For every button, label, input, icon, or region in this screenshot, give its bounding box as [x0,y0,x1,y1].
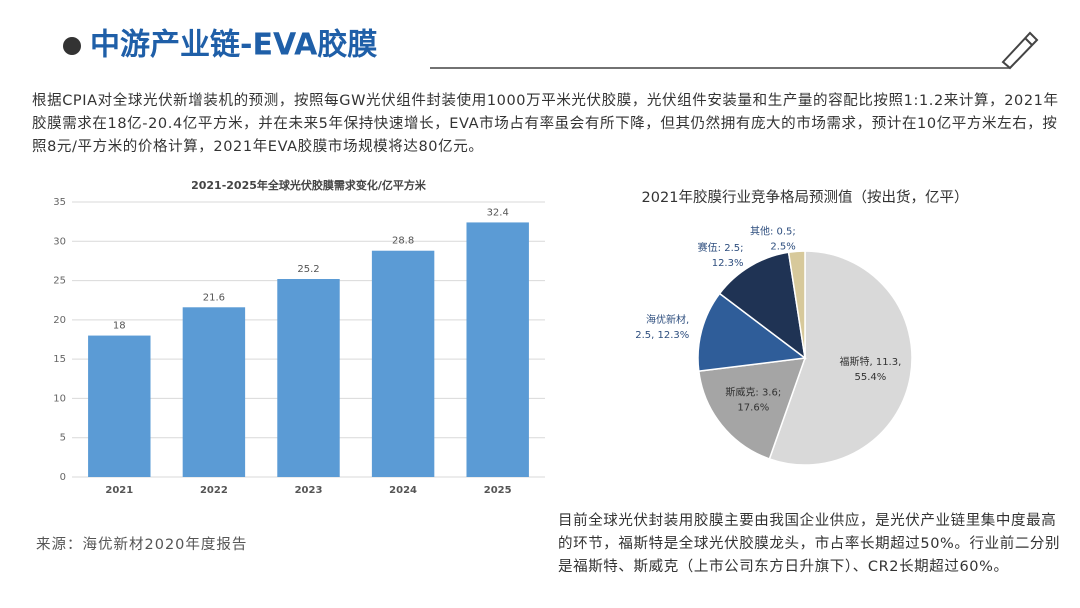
intro-text: 根据CPIA对全球光伏新增装机的预测，按照每GW光伏组件封装使用1000万平米光… [32,93,1059,155]
value-label: 28.8 [392,236,414,247]
slice-label: 斯威克: 3.6; [725,386,781,399]
slice-label: 其他: 0.5; [750,225,796,238]
source-text: 来源：海优新材2020年度报告 [36,537,248,553]
y-tick-label: 35 [53,197,66,208]
value-label: 32.4 [487,207,509,218]
bar [88,335,151,477]
bullet [63,37,81,55]
y-tick-label: 30 [53,236,66,247]
pie-slice [787,250,806,359]
slice-label: 17.6% [737,403,769,414]
y-tick-label: 25 [53,276,66,287]
x-tick-label: 2025 [484,485,512,496]
x-tick-label: 2022 [200,485,228,496]
value-label: 18 [113,321,126,332]
bar [182,307,246,477]
bar [466,222,529,477]
x-tick-label: 2023 [295,485,323,496]
y-tick-label: 5 [60,433,66,444]
chart-title: 2021-2025年全球光伏胶膜需求变化/亿平方米 [191,178,427,192]
slice-label: 福斯特, 11.3, [839,355,901,368]
value-label: 25.2 [297,264,319,275]
slice-label: 海优新材, [646,313,689,326]
slice-label: 赛伍: 2.5; [698,241,744,254]
y-tick-label: 15 [53,354,66,365]
slide-title: 中游产业链-EVA胶膜 [90,28,377,63]
y-tick-label: 10 [53,393,66,404]
note-text: 目前全球光伏封装用胶膜主要由我国企业供应，是光伏产业链里集中度最高的环节，福斯特… [558,513,1061,575]
x-tick-label: 2024 [389,485,417,496]
slice-label: 55.4% [854,372,886,383]
pie-slice [697,292,807,372]
bar [371,250,435,477]
x-tick-label: 2021 [105,485,133,496]
pie-slice [718,251,807,360]
pie-slice [697,357,807,460]
value-label: 21.6 [203,292,225,303]
chart-title: 2021年胶膜行业竞争格局预测值（按出货，亿平） [642,188,969,206]
slice-label: 2.5% [770,242,795,253]
y-tick-label: 20 [53,315,66,326]
slice-label: 2.5, 12.3% [635,330,689,341]
slice-label: 12.3% [712,258,744,269]
pen-icon [1001,31,1039,70]
bar [277,279,340,477]
y-tick-label: 0 [60,472,66,483]
